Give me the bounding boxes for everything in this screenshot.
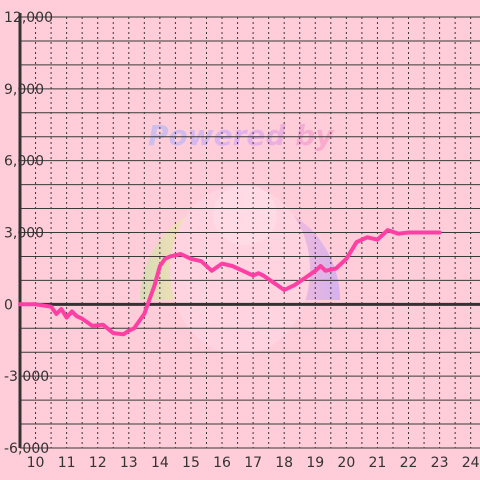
y-tick-label: 0 [4, 297, 13, 313]
y-tick-label: 3,000 [4, 226, 44, 242]
x-tick-label: 20 [337, 455, 355, 471]
x-tick-label: 15 [182, 455, 200, 471]
y-tick-label: -3,000 [4, 369, 49, 385]
x-tick-label: 13 [120, 455, 138, 471]
grid [20, 16, 480, 449]
x-tick-label: 22 [400, 455, 418, 471]
x-tick-label: 23 [431, 455, 449, 471]
watermark-text-logo: Powered by [148, 119, 335, 152]
x-tick-label: 14 [151, 455, 169, 471]
x-tick-label: 21 [369, 455, 387, 471]
x-tick-label: 11 [58, 455, 76, 471]
x-tick-label: 16 [213, 455, 231, 471]
x-tick-label: 17 [244, 455, 262, 471]
series-layer [18, 228, 442, 337]
axes [18, 13, 480, 448]
x-tick-label: 19 [306, 455, 324, 471]
x-tick-label: 12 [89, 455, 107, 471]
watermark-face [213, 185, 277, 245]
y-tick-label: 6,000 [4, 154, 44, 170]
x-tick-label: 10 [27, 455, 45, 471]
y-tick-label: 12,000 [4, 10, 53, 26]
y-tick-label: -6,000 [4, 441, 49, 457]
x-tick-label: 24 [462, 455, 480, 471]
y-tick-label: 9,000 [4, 82, 44, 98]
tick-labels: -6,000 -3,000 0 3,000 6,000 9,000 12,000 10 11 12… [4, 10, 480, 471]
x-tick-label: 18 [275, 455, 293, 471]
series-line-0 [18, 228, 442, 337]
